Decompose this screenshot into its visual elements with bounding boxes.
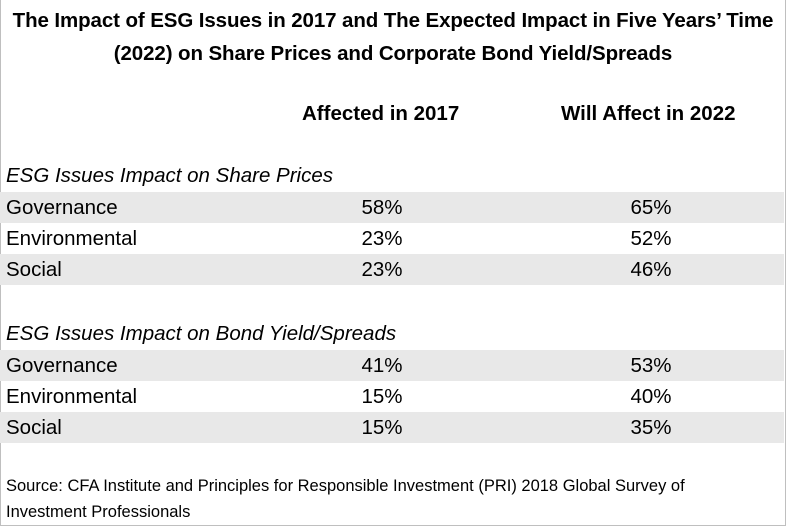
cell-2022: 52% bbox=[630, 227, 672, 250]
cell-2022: 40% bbox=[630, 385, 672, 408]
section-title-bond-yield: ESG Issues Impact on Bond Yield/Spreads bbox=[6, 322, 397, 345]
cell-2022: 35% bbox=[630, 416, 672, 439]
row-label-governance: Governance bbox=[6, 196, 118, 219]
row-label-governance: Governance bbox=[6, 354, 118, 377]
table-row: Environmental 15% 40% bbox=[0, 381, 784, 412]
cell-2017: 15% bbox=[361, 416, 403, 439]
table-row: Social 23% 46% bbox=[0, 254, 784, 285]
table-row: Social 15% 35% bbox=[0, 412, 784, 443]
title-line-2: (2022) on Share Prices and Corporate Bon… bbox=[113, 42, 673, 65]
cell-2017: 23% bbox=[361, 258, 403, 281]
cell-2022: 65% bbox=[630, 196, 672, 219]
cell-2017: 15% bbox=[361, 385, 403, 408]
cell-2017: 58% bbox=[361, 196, 403, 219]
cell-2022: 46% bbox=[630, 258, 672, 281]
section-title-share-prices: ESG Issues Impact on Share Prices bbox=[6, 164, 333, 187]
row-label-environmental: Environmental bbox=[6, 227, 138, 250]
column-header-2022: Will Affect in 2022 bbox=[561, 102, 736, 125]
column-header-2017: Affected in 2017 bbox=[302, 102, 460, 125]
cell-2017: 41% bbox=[361, 354, 403, 377]
table-row: Environmental 23% 52% bbox=[0, 223, 784, 254]
table-title: The Impact of ESG Issues in 2017 and The… bbox=[0, 4, 786, 70]
title-line-1: The Impact of ESG Issues in 2017 and The… bbox=[12, 9, 774, 32]
row-label-environmental: Environmental bbox=[6, 385, 138, 408]
source-note: Source: CFA Institute and Principles for… bbox=[6, 477, 685, 521]
table-row: Governance 58% 65% bbox=[0, 192, 784, 223]
cell-2022: 53% bbox=[630, 354, 672, 377]
cell-2017: 23% bbox=[361, 227, 403, 250]
table-row: Governance 41% 53% bbox=[0, 350, 784, 381]
row-label-social: Social bbox=[6, 258, 62, 281]
row-label-social: Social bbox=[6, 416, 62, 439]
